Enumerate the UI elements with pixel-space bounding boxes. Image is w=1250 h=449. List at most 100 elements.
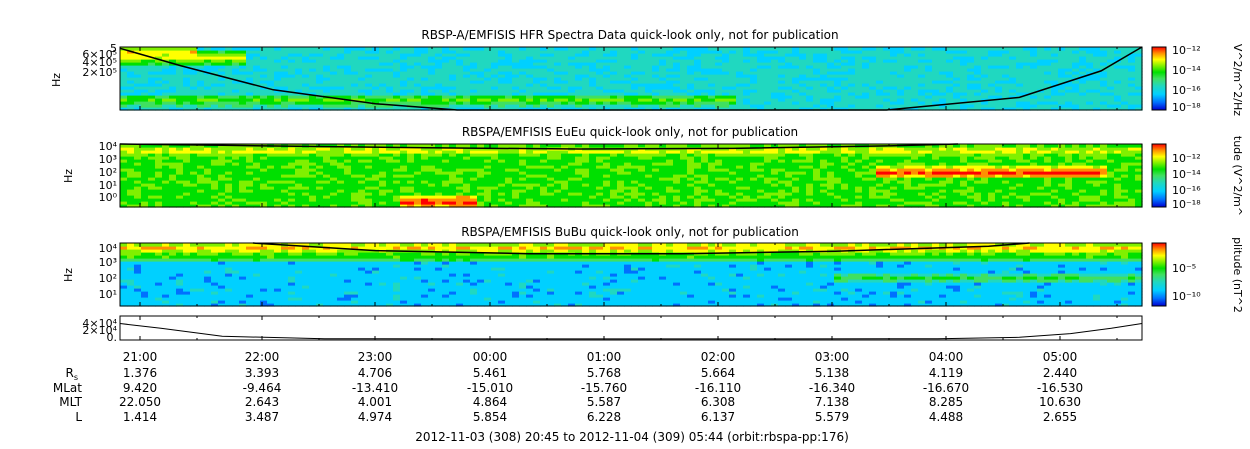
heatmap-cell	[603, 71, 611, 75]
heatmap-cell	[568, 198, 576, 202]
heatmap-cell	[673, 89, 681, 93]
heatmap-cell	[183, 71, 191, 75]
heatmap-cell	[239, 95, 247, 99]
heatmap-cell	[218, 201, 226, 205]
heatmap-cell	[169, 159, 177, 163]
heatmap-cell	[722, 101, 730, 105]
heatmap-cell	[736, 162, 744, 166]
heatmap-cell	[519, 65, 527, 69]
heatmap-cell	[610, 101, 618, 105]
heatmap-cell	[365, 195, 373, 199]
heatmap-cell	[750, 71, 758, 75]
heatmap-cell	[561, 156, 569, 160]
heatmap-cell	[442, 92, 450, 96]
heatmap-cell	[820, 59, 828, 63]
heatmap-cell	[1051, 98, 1059, 102]
heatmap-cell	[603, 101, 611, 105]
heatmap-cell	[330, 171, 338, 175]
heatmap-cell	[344, 183, 352, 187]
heatmap-cell	[190, 59, 198, 63]
heatmap-cell	[519, 204, 527, 208]
heatmap-cell	[953, 53, 961, 57]
heatmap-cell	[610, 159, 618, 163]
heatmap-cell	[218, 83, 226, 87]
heatmap-cell	[442, 62, 450, 66]
heatmap-cell	[855, 80, 863, 84]
heatmap-cell	[442, 80, 450, 84]
heatmap-cell	[708, 92, 716, 96]
heatmap-cell	[204, 189, 212, 193]
heatmap-cell	[729, 180, 737, 184]
heatmap-cell	[575, 77, 583, 81]
heatmap-cell	[183, 95, 191, 99]
heatmap-cell	[1128, 59, 1136, 63]
heatmap-cell	[659, 165, 667, 169]
heatmap-cell	[610, 198, 618, 202]
heatmap-cell	[330, 180, 338, 184]
heatmap-cell	[638, 59, 646, 63]
heatmap-cell	[771, 59, 779, 63]
heatmap-cell	[519, 174, 527, 178]
heatmap-cell	[883, 101, 891, 105]
heatmap-cell	[456, 80, 464, 84]
heatmap-cell	[190, 95, 198, 99]
heatmap-cell	[918, 104, 926, 108]
heatmap-cell	[694, 153, 702, 157]
heatmap-cell	[561, 56, 569, 60]
heatmap-cell	[127, 168, 135, 172]
heatmap-cell	[869, 83, 877, 87]
heatmap-cell	[337, 74, 345, 78]
heatmap-cell	[533, 59, 541, 63]
heatmap-cell	[302, 162, 310, 166]
heatmap-cell	[526, 83, 534, 87]
heatmap-cell	[309, 198, 317, 202]
heatmap-cell	[1023, 80, 1031, 84]
heatmap-cell	[561, 186, 569, 190]
heatmap-cell	[358, 174, 366, 178]
heatmap-cell	[246, 189, 254, 193]
heatmap-cell	[449, 65, 457, 69]
heatmap-cell	[981, 56, 989, 60]
heatmap-cell	[610, 144, 618, 148]
heatmap-cell	[330, 80, 338, 84]
heatmap-cell	[960, 95, 968, 99]
heatmap-cell	[134, 101, 142, 105]
heatmap-cell	[610, 68, 618, 72]
heatmap-cell	[176, 59, 184, 63]
heatmap-cell	[904, 62, 912, 66]
heatmap-cell	[1058, 77, 1066, 81]
heatmap-cell	[372, 192, 380, 196]
heatmap-cell	[477, 186, 485, 190]
heatmap-cell	[841, 104, 849, 108]
heatmap-cell	[589, 95, 597, 99]
heatmap-cell	[897, 77, 905, 81]
heatmap-cell	[225, 165, 233, 169]
heatmap-cell	[1044, 92, 1052, 96]
heatmap-cell	[176, 180, 184, 184]
heatmap-cell	[568, 50, 576, 54]
heatmap-cell	[176, 92, 184, 96]
heatmap-cell	[421, 156, 429, 160]
heatmap-cell	[680, 77, 688, 81]
heatmap-cell	[1009, 80, 1017, 84]
heatmap-cell	[596, 174, 604, 178]
heatmap-cell	[729, 174, 737, 178]
heatmap-cell	[211, 174, 219, 178]
heatmap-cell	[610, 201, 618, 205]
heatmap-cell	[603, 50, 611, 54]
heatmap-cell	[617, 177, 625, 181]
heatmap-cell	[673, 168, 681, 172]
heatmap-cell	[519, 83, 527, 87]
heatmap-cell	[568, 201, 576, 205]
heatmap-cell	[232, 165, 240, 169]
heatmap-cell	[316, 59, 324, 63]
heatmap-cell	[323, 192, 331, 196]
heatmap-cell	[869, 53, 877, 57]
heatmap-cell	[148, 183, 156, 187]
heatmap-cell	[687, 68, 695, 72]
heatmap-cell	[897, 59, 905, 63]
heatmap-cell	[764, 53, 772, 57]
heatmap-cell	[169, 47, 177, 51]
heatmap-cell	[393, 162, 401, 166]
heatmap-cell	[603, 159, 611, 163]
